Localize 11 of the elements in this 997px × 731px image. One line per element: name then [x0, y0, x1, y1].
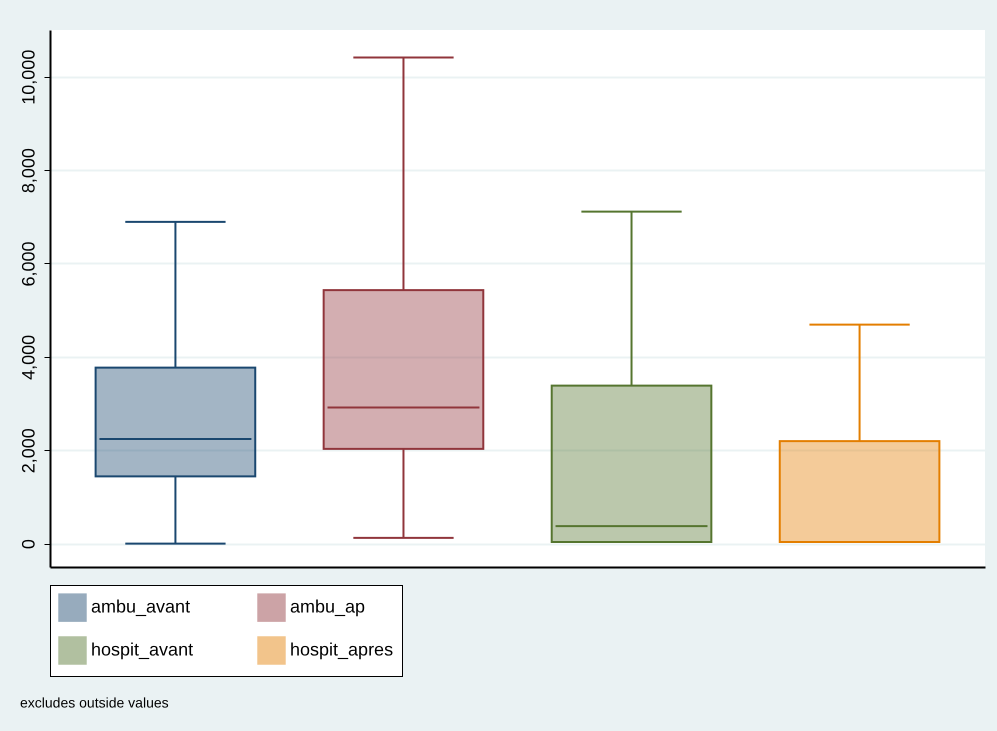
y-tick-label: 6,000	[18, 241, 38, 286]
y-tick-label: 10,000	[18, 50, 38, 105]
legend-label: ambu_avant	[91, 596, 190, 617]
text: excludes outside values	[20, 694, 169, 710]
legend-label: ambu_ap	[290, 596, 366, 617]
legend-label: hospit_apres	[290, 640, 394, 660]
y-tick-label: 8,000	[18, 148, 38, 194]
y-tick-label: 2,000	[18, 428, 38, 474]
y-tick-label: 4,000	[18, 334, 38, 380]
y-tick-label: 0	[18, 539, 38, 550]
legend-label: hospit_avant	[91, 640, 194, 660]
